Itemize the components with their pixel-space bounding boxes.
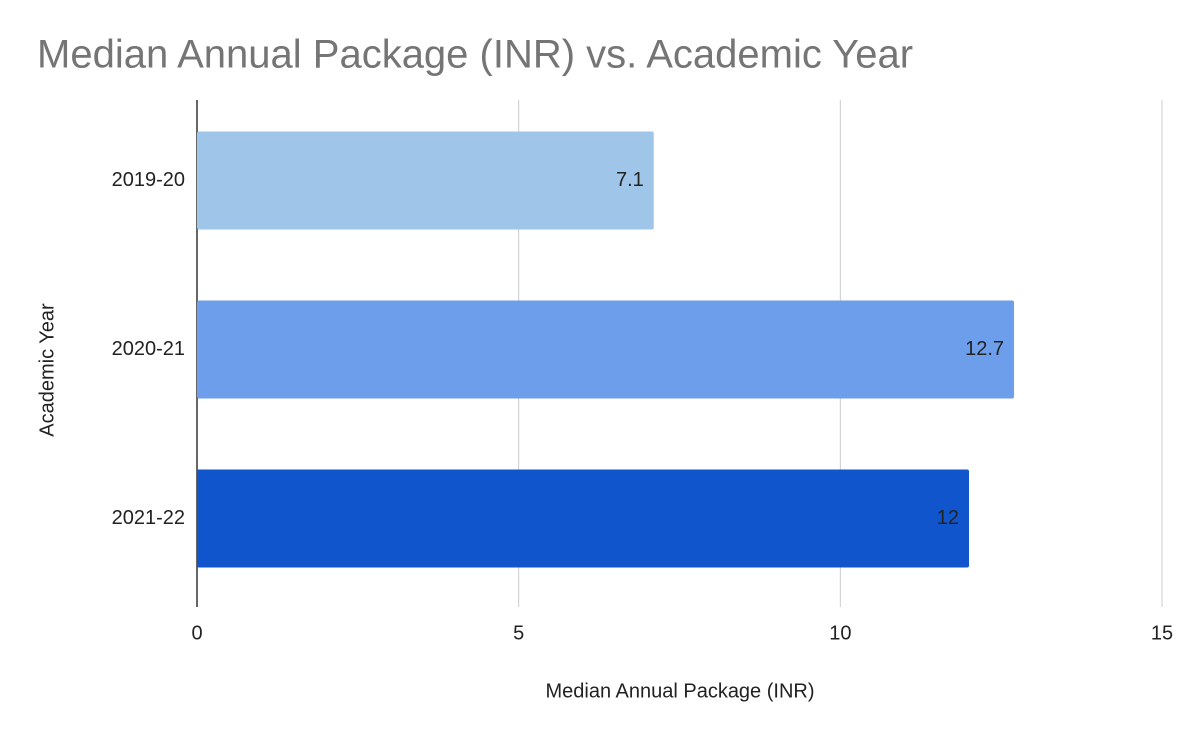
- bar: [197, 300, 1015, 399]
- x-axis-title: Median Annual Package (INR): [545, 680, 814, 702]
- data-label: 12: [937, 507, 959, 529]
- y-tick-label: 2021-22: [112, 507, 185, 529]
- x-tick-label: 10: [829, 622, 851, 644]
- bar: [197, 469, 969, 568]
- x-tick-label: 0: [191, 622, 202, 644]
- y-tick-label: 2020-21: [112, 338, 185, 360]
- y-axis-title: Academic Year: [36, 303, 58, 437]
- y-tick-label: 2019-20: [112, 169, 185, 191]
- chart-title: Median Annual Package (INR) vs. Academic…: [37, 33, 913, 77]
- bar: [197, 131, 654, 230]
- data-label: 7.1: [616, 169, 644, 191]
- data-label: 12.7: [965, 338, 1004, 360]
- x-tick-label: 15: [1151, 622, 1173, 644]
- x-tick-label: 5: [513, 622, 524, 644]
